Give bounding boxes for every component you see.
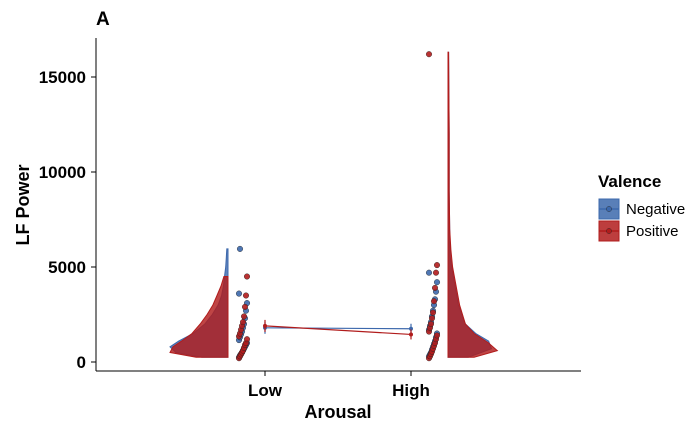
- legend: Valence Negative Positive: [598, 172, 685, 242]
- mean-lines: [263, 319, 413, 340]
- x-axis-title: Arousal: [304, 402, 371, 422]
- legend-key-dot: [606, 228, 612, 234]
- y-tick-label: 10000: [39, 163, 86, 182]
- x-tick-label-high: High: [392, 381, 430, 400]
- density-positive-low: [169, 276, 229, 358]
- legend-key-dot: [606, 206, 612, 212]
- point-positive-high: [431, 298, 438, 305]
- mean-line-positive: [264, 325, 412, 336]
- legend-label-positive: Positive: [626, 223, 679, 240]
- point-positive-low: [243, 273, 250, 280]
- y-axis-ticks: 0 5000 10000 15000: [39, 68, 96, 372]
- point-negative-low: [235, 290, 242, 297]
- y-axis-title: LF Power: [13, 164, 33, 245]
- raindrop-points: [235, 51, 441, 362]
- density-clouds: [169, 51, 499, 358]
- point-positive-high: [429, 315, 436, 322]
- legend-title: Valence: [598, 172, 661, 191]
- x-tick-label-low: Low: [248, 381, 283, 400]
- y-tick-label: 5000: [48, 258, 86, 277]
- point-negative-low: [236, 245, 243, 252]
- point-positive-low: [242, 292, 249, 299]
- point-negative-high: [434, 279, 441, 286]
- point-positive-low: [241, 303, 248, 310]
- x-axis-ticks: Low High: [248, 371, 430, 400]
- point-positive-low: [240, 313, 247, 320]
- point-positive-high: [428, 321, 435, 328]
- mean-line-negative: [264, 327, 412, 330]
- point-positive-high: [430, 309, 437, 316]
- point-positive-high: [432, 284, 439, 291]
- point-positive-high: [434, 332, 441, 339]
- point-negative-high: [426, 269, 433, 276]
- point-positive-high: [434, 262, 441, 269]
- point-positive-low: [243, 336, 250, 343]
- point-positive-high: [426, 51, 433, 58]
- legend-label-negative: Negative: [626, 201, 685, 218]
- point-positive-high: [433, 269, 440, 276]
- panel-tag: A: [96, 9, 110, 30]
- y-tick-label: 15000: [39, 68, 86, 87]
- y-tick-label: 0: [77, 353, 86, 372]
- point-positive-low: [239, 319, 246, 326]
- density-positive-high: [447, 51, 499, 358]
